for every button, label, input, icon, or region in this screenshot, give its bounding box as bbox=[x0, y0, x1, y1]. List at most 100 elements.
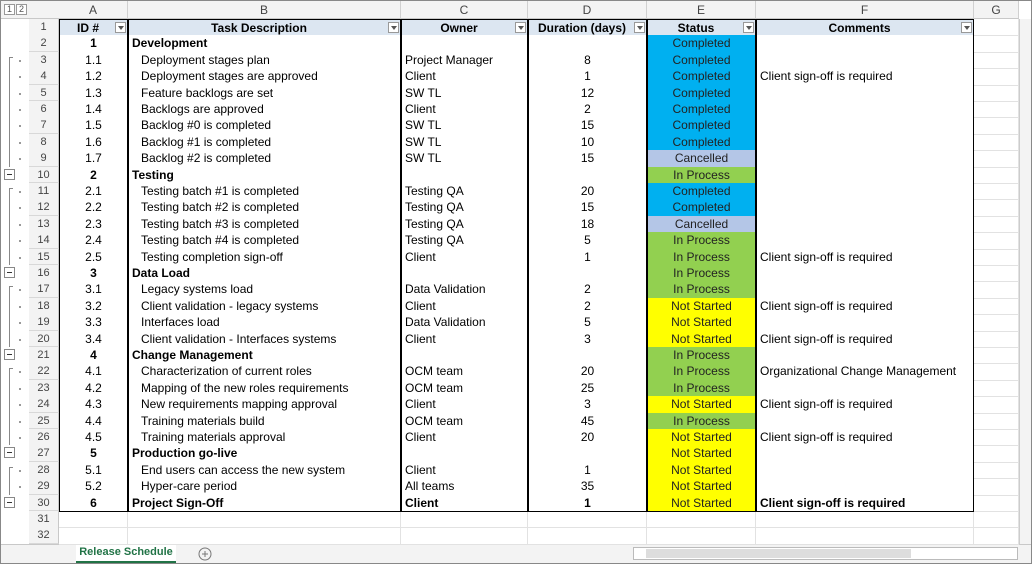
cell-comments bbox=[756, 35, 974, 53]
cell-status: Not Started bbox=[647, 429, 756, 447]
vertical-scrollbar[interactable] bbox=[1019, 19, 1031, 544]
row-header: 10 bbox=[29, 166, 59, 184]
row-header: 30 bbox=[29, 494, 59, 512]
cell-id: 3.3 bbox=[59, 314, 128, 332]
cell-task: Client validation - Interfaces systems bbox=[128, 330, 401, 348]
cell-comments bbox=[756, 379, 974, 398]
outline-dot bbox=[19, 420, 21, 423]
cell-task: Legacy systems load bbox=[128, 281, 401, 299]
row-header: 7 bbox=[29, 117, 59, 135]
cell-duration: 10 bbox=[528, 133, 647, 152]
cell-duration: 8 bbox=[528, 51, 647, 70]
cell-id: 1.5 bbox=[59, 117, 128, 135]
cell-id: 1.3 bbox=[59, 84, 128, 102]
cell-id: 2.2 bbox=[59, 199, 128, 217]
cell-owner: OCM team bbox=[401, 363, 528, 381]
cell-id: 3 bbox=[59, 265, 128, 283]
cell-duration: 45 bbox=[528, 412, 647, 430]
cell-comments bbox=[756, 150, 974, 168]
outline-dot bbox=[19, 59, 21, 62]
cell-duration: 2 bbox=[528, 101, 647, 119]
cell-owner bbox=[401, 445, 528, 463]
dropdown-arrow bbox=[637, 26, 643, 30]
row-header: 14 bbox=[29, 232, 59, 250]
minus-sign bbox=[7, 501, 12, 503]
cell-owner: SW TL bbox=[401, 84, 528, 102]
cell-comments bbox=[756, 412, 974, 430]
minus-sign bbox=[7, 173, 12, 175]
cell-task: Interfaces load bbox=[128, 314, 401, 332]
cell-status: In Process bbox=[647, 166, 756, 184]
cell-status: Not Started bbox=[647, 461, 756, 480]
cell-task: Deployment stages plan bbox=[128, 51, 401, 70]
outline-dot bbox=[19, 223, 21, 226]
cell-status: Cancelled bbox=[647, 150, 756, 168]
cell-owner: SW TL bbox=[401, 117, 528, 135]
cell-comments: Client sign-off is required bbox=[756, 330, 974, 348]
cell-duration bbox=[528, 166, 647, 184]
add-sheet-button[interactable] bbox=[197, 547, 213, 561]
outline-dot bbox=[19, 387, 21, 390]
cell-comments bbox=[756, 347, 974, 365]
gridline bbox=[59, 527, 1019, 529]
header-cell: Owner bbox=[401, 19, 528, 37]
cell-comments: Client sign-off is required bbox=[756, 248, 974, 266]
outline-level-button[interactable]: 1 bbox=[4, 4, 15, 15]
cell-task: Project Sign-Off bbox=[128, 494, 401, 512]
row-header: 16 bbox=[29, 265, 59, 282]
cell-id: 4.2 bbox=[59, 379, 128, 398]
cell-owner: Client bbox=[401, 429, 528, 447]
row-header: 13 bbox=[29, 215, 59, 233]
outline-dot bbox=[19, 371, 21, 374]
cell-owner bbox=[401, 265, 528, 283]
dropdown-arrow bbox=[746, 26, 752, 30]
outline-dot bbox=[19, 322, 21, 325]
row-header: 11 bbox=[29, 183, 59, 200]
cell-comments bbox=[756, 445, 974, 463]
cell-status: Not Started bbox=[647, 330, 756, 348]
outline-bracket bbox=[9, 286, 10, 347]
cell-id: 2 bbox=[59, 166, 128, 184]
row-header: 20 bbox=[29, 330, 59, 348]
row-header: 24 bbox=[29, 396, 59, 414]
cell-status: In Process bbox=[647, 265, 756, 283]
cell-owner: Testing QA bbox=[401, 232, 528, 250]
column-header: C bbox=[401, 1, 528, 19]
cell-duration: 15 bbox=[528, 199, 647, 217]
row-header: 15 bbox=[29, 248, 59, 266]
cell-status: Completed bbox=[647, 84, 756, 102]
cell-id: 4.3 bbox=[59, 396, 128, 414]
outline-bracket bbox=[9, 466, 13, 468]
cell-comments: Client sign-off is required bbox=[756, 429, 974, 447]
cell-status: In Process bbox=[647, 347, 756, 365]
cell-owner: Data Validation bbox=[401, 281, 528, 299]
cell-task: Testing bbox=[128, 166, 401, 184]
dropdown-arrow bbox=[964, 26, 970, 30]
cell-owner: Project Manager bbox=[401, 51, 528, 70]
cell-task: Backlog #2 is completed bbox=[128, 150, 401, 168]
outline-bracket bbox=[9, 286, 13, 288]
outline-dot bbox=[19, 289, 21, 292]
cell-task: Production go-live bbox=[128, 445, 401, 463]
cell-comments bbox=[756, 133, 974, 152]
cell-task: Client validation - legacy systems bbox=[128, 297, 401, 316]
cell-id: 1.7 bbox=[59, 150, 128, 168]
cell-comments bbox=[756, 199, 974, 217]
sheet-tab[interactable]: Release Schedule bbox=[76, 544, 176, 563]
cell-task: Training materials build bbox=[128, 412, 401, 430]
outline-dot bbox=[19, 240, 21, 243]
scroll-thumb[interactable] bbox=[646, 549, 911, 558]
cell-duration: 1 bbox=[528, 68, 647, 86]
cell-status: Completed bbox=[647, 68, 756, 86]
row-header: 3 bbox=[29, 51, 59, 69]
cell-task: Data Load bbox=[128, 265, 401, 283]
row-header: 17 bbox=[29, 281, 59, 299]
cell-owner: Client bbox=[401, 68, 528, 86]
row-header: 1 bbox=[29, 19, 59, 36]
cell-task: Backlogs are approved bbox=[128, 101, 401, 119]
cell-status: Completed bbox=[647, 133, 756, 152]
outline-dot bbox=[19, 125, 21, 128]
cell-duration: 3 bbox=[528, 396, 647, 414]
outline-level-button[interactable]: 2 bbox=[16, 4, 27, 15]
outline-dot bbox=[19, 404, 21, 407]
